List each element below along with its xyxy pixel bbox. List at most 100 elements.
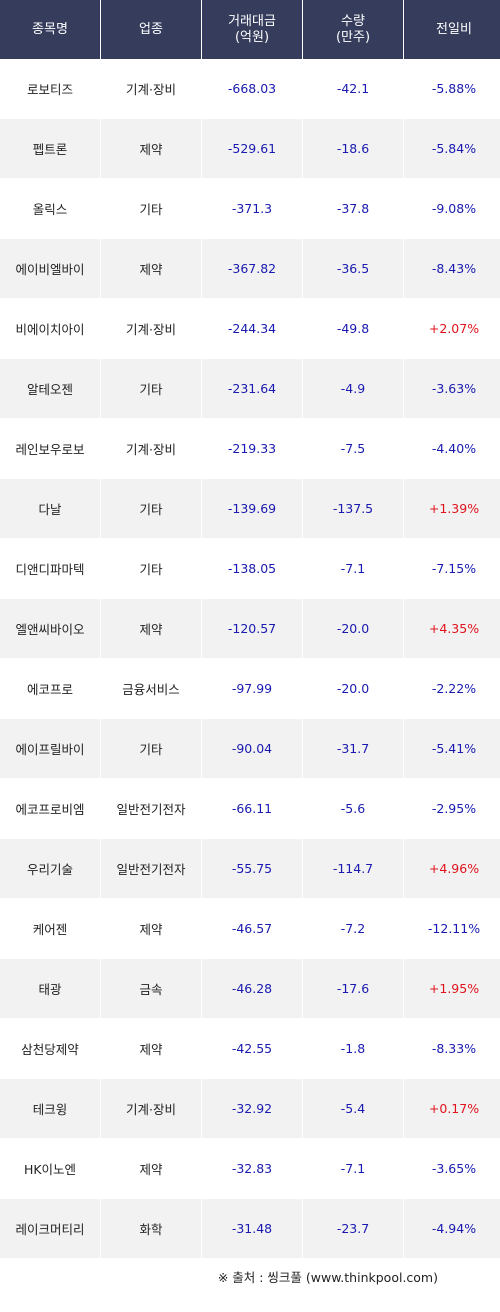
stock-table: 종목명 업종 거래대금 (억원) 수량 (만주) 전일비 로보티즈 기계·장비 -668… <box>0 0 500 1259</box>
cell-amount: -55.75 <box>201 838 303 899</box>
cell-volume: -5.6 <box>302 778 404 839</box>
cell-change: +4.96% <box>403 838 500 899</box>
table-row: 엘앤씨바이오 제약 -120.57 -20.0 +4.35% <box>0 598 500 659</box>
cell-sector: 기타 <box>100 478 202 539</box>
cell-change: -5.84% <box>403 118 500 179</box>
table-row: 다날 기타 -139.69 -137.5 +1.39% <box>0 478 500 539</box>
header-row: 종목명 업종 거래대금 (억원) 수량 (만주) 전일비 <box>0 0 500 59</box>
cell-name: 로보티즈 <box>0 59 101 119</box>
cell-name: 삼천당제약 <box>0 1018 101 1079</box>
cell-volume: -31.7 <box>302 718 404 779</box>
table-row: 올릭스 기타 -371.3 -37.8 -9.08% <box>0 178 500 239</box>
cell-amount: -371.3 <box>201 178 303 239</box>
table-row: 비에이치아이 기계·장비 -244.34 -49.8 +2.07% <box>0 298 500 359</box>
cell-amount: -367.82 <box>201 238 303 299</box>
cell-volume: -17.6 <box>302 958 404 1019</box>
cell-change: +0.17% <box>403 1078 500 1139</box>
table-row: 에이비엘바이 제약 -367.82 -36.5 -8.43% <box>0 238 500 299</box>
cell-volume: -37.8 <box>302 178 404 239</box>
source-note: ※ 출처 : 씽크풀 (www.thinkpool.com) <box>217 1270 438 1285</box>
cell-name: 레인보우로보 <box>0 418 101 479</box>
cell-change: -3.65% <box>403 1138 500 1199</box>
cell-sector: 기타 <box>100 718 202 779</box>
table-row: 에이프릴바이 기타 -90.04 -31.7 -5.41% <box>0 718 500 779</box>
table-row: 우리기술 일반전기전자 -55.75 -114.7 +4.96% <box>0 838 500 899</box>
cell-change: -12.11% <box>403 898 500 959</box>
cell-volume: -7.1 <box>302 1138 404 1199</box>
cell-name: 펩트론 <box>0 118 101 179</box>
cell-change: -4.94% <box>403 1198 500 1259</box>
table-row: 에코프로비엠 일반전기전자 -66.11 -5.6 -2.95% <box>0 778 500 839</box>
cell-sector: 기계·장비 <box>100 418 202 479</box>
cell-change: +1.39% <box>403 478 500 539</box>
cell-name: 다날 <box>0 478 101 539</box>
cell-change: -5.41% <box>403 718 500 779</box>
cell-volume: -5.4 <box>302 1078 404 1139</box>
cell-change: +1.95% <box>403 958 500 1019</box>
cell-amount: -31.48 <box>201 1198 303 1259</box>
cell-name: 태광 <box>0 958 101 1019</box>
cell-name: 디앤디파마텍 <box>0 538 101 599</box>
cell-change: +2.07% <box>403 298 500 359</box>
table-row: 레이크머티리 화학 -31.48 -23.7 -4.94% <box>0 1198 500 1259</box>
cell-change: -2.22% <box>403 658 500 719</box>
cell-amount: -32.92 <box>201 1078 303 1139</box>
cell-sector: 제약 <box>100 118 202 179</box>
cell-volume: -7.5 <box>302 418 404 479</box>
cell-name: 우리기술 <box>0 838 101 899</box>
cell-name: 엘앤씨바이오 <box>0 598 101 659</box>
table-row: 테크윙 기계·장비 -32.92 -5.4 +0.17% <box>0 1078 500 1139</box>
cell-volume: -23.7 <box>302 1198 404 1259</box>
cell-volume: -49.8 <box>302 298 404 359</box>
cell-amount: -46.28 <box>201 958 303 1019</box>
cell-name: 알테오젠 <box>0 358 101 419</box>
cell-volume: -4.9 <box>302 358 404 419</box>
cell-change: -8.43% <box>403 238 500 299</box>
table-row: HK이노엔 제약 -32.83 -7.1 -3.65% <box>0 1138 500 1199</box>
cell-sector: 기타 <box>100 178 202 239</box>
cell-sector: 기타 <box>100 358 202 419</box>
cell-volume: -42.1 <box>302 59 404 119</box>
cell-sector: 일반전기전자 <box>100 778 202 839</box>
table-row: 디앤디파마텍 기타 -138.05 -7.1 -7.15% <box>0 538 500 599</box>
header-sector: 업종 <box>100 0 202 59</box>
table-row: 로보티즈 기계·장비 -668.03 -42.1 -5.88% <box>0 59 500 119</box>
cell-sector: 제약 <box>100 1138 202 1199</box>
cell-volume: -1.8 <box>302 1018 404 1079</box>
cell-amount: -244.34 <box>201 298 303 359</box>
cell-amount: -32.83 <box>201 1138 303 1199</box>
cell-sector: 제약 <box>100 598 202 659</box>
cell-volume: -137.5 <box>302 478 404 539</box>
cell-volume: -7.1 <box>302 538 404 599</box>
header-change: 전일비 <box>403 0 500 59</box>
table-row: 펩트론 제약 -529.61 -18.6 -5.84% <box>0 118 500 179</box>
cell-change: -7.15% <box>403 538 500 599</box>
cell-amount: -668.03 <box>201 59 303 119</box>
cell-name: 케어젠 <box>0 898 101 959</box>
cell-change: -8.33% <box>403 1018 500 1079</box>
table-row: 레인보우로보 기계·장비 -219.33 -7.5 -4.40% <box>0 418 500 479</box>
cell-volume: -18.6 <box>302 118 404 179</box>
cell-change: -9.08% <box>403 178 500 239</box>
table-row: 태광 금속 -46.28 -17.6 +1.95% <box>0 958 500 1019</box>
cell-change: -3.63% <box>403 358 500 419</box>
cell-sector: 기계·장비 <box>100 298 202 359</box>
cell-amount: -231.64 <box>201 358 303 419</box>
cell-amount: -529.61 <box>201 118 303 179</box>
header-name: 종목명 <box>0 0 101 59</box>
cell-sector: 제약 <box>100 238 202 299</box>
cell-amount: -46.57 <box>201 898 303 959</box>
header-volume: 수량 (만주) <box>302 0 404 59</box>
table-row: 케어젠 제약 -46.57 -7.2 -12.11% <box>0 898 500 959</box>
cell-name: 에코프로 <box>0 658 101 719</box>
cell-sector: 제약 <box>100 1018 202 1079</box>
cell-amount: -138.05 <box>201 538 303 599</box>
cell-sector: 화학 <box>100 1198 202 1259</box>
cell-sector: 제약 <box>100 898 202 959</box>
cell-volume: -20.0 <box>302 598 404 659</box>
cell-amount: -219.33 <box>201 418 303 479</box>
cell-volume: -36.5 <box>302 238 404 299</box>
cell-name: HK이노엔 <box>0 1138 101 1199</box>
cell-name: 레이크머티리 <box>0 1198 101 1259</box>
table-row: 에코프로 금융서비스 -97.99 -20.0 -2.22% <box>0 658 500 719</box>
